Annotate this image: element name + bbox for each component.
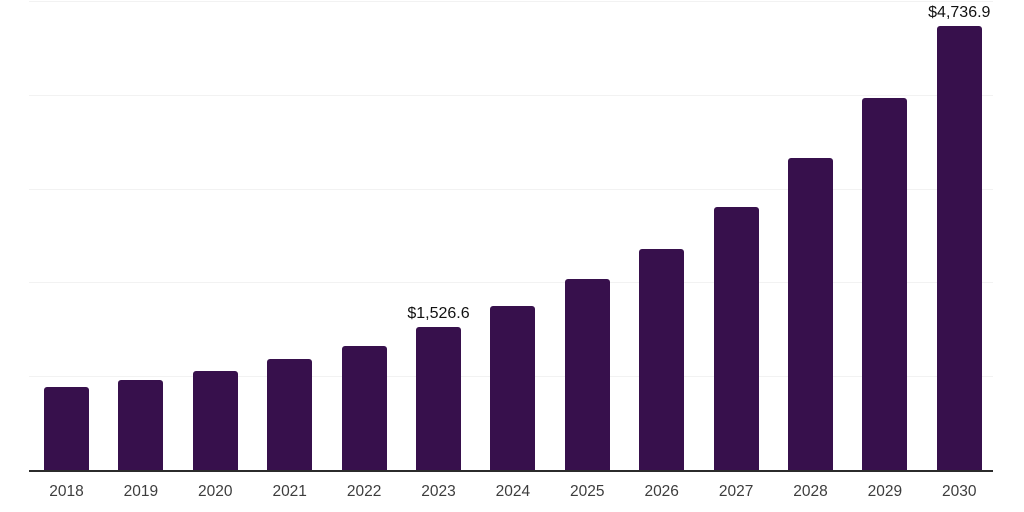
x-tick-2020: 2020	[198, 483, 233, 500]
bar-2019	[118, 380, 164, 470]
bar-2024	[490, 305, 536, 470]
gridline-4000	[29, 94, 993, 96]
gridline-5000	[29, 1, 993, 2]
x-tick-2019: 2019	[123, 483, 159, 500]
x-tick-2028: 2028	[793, 483, 828, 500]
bar-2026	[639, 248, 685, 470]
bar-2027	[713, 206, 759, 470]
bar-2020	[192, 371, 238, 470]
x-tick-2030: 2030	[942, 483, 977, 500]
data-label-2030: $4,736.9	[928, 3, 991, 21]
x-tick-2026: 2026	[644, 483, 679, 500]
x-tick-2022: 2022	[346, 483, 382, 500]
x-axis-line	[29, 470, 993, 472]
x-tick-2018: 2018	[49, 483, 84, 500]
bar-2022	[341, 345, 387, 470]
bar-2028	[788, 157, 833, 470]
bar-2029	[862, 98, 908, 470]
bar-2030	[936, 25, 982, 470]
bar-2025	[564, 279, 610, 470]
x-tick-2023: 2023	[421, 483, 456, 500]
bar-2023	[416, 326, 461, 470]
bar-2018	[44, 387, 89, 470]
gridline-3000	[29, 188, 993, 190]
x-tick-2024: 2024	[495, 483, 531, 500]
x-tick-2025: 2025	[570, 483, 605, 500]
gridline-2000	[29, 282, 993, 284]
x-tick-2021: 2021	[272, 483, 307, 500]
x-tick-2027: 2027	[718, 483, 754, 500]
data-label-2023: $1,526.6	[407, 304, 470, 322]
bar-2021	[267, 358, 313, 470]
x-tick-2029: 2029	[867, 483, 903, 500]
